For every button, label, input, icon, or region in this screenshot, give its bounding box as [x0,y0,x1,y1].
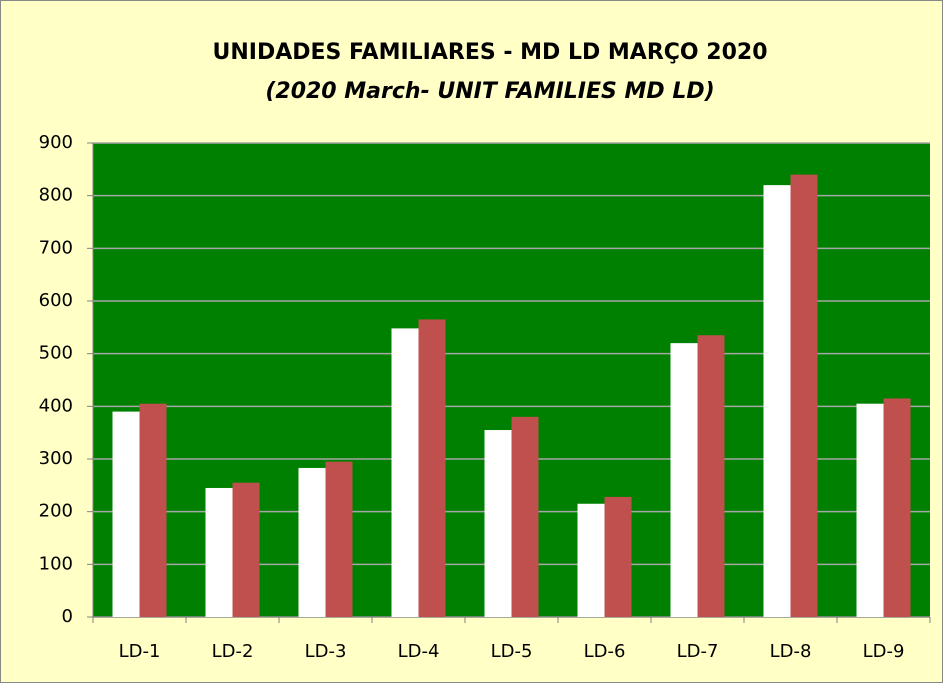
bar [604,496,632,617]
bar [298,467,326,617]
x-tick-label: LD-6 [584,641,626,662]
y-tick-label: 800 [39,185,73,206]
y-tick-label: 700 [39,237,73,258]
y-tick-label: 500 [39,343,73,364]
bar [856,403,884,617]
bar [418,319,446,617]
x-tick-label: LD-9 [863,641,905,662]
bar [670,343,698,617]
y-tick-label: 600 [39,290,73,311]
bar [511,416,539,617]
chart-subtitle: (2020 March- UNIT FAMILIES MD LD) [265,79,714,104]
x-tick-label: LD-3 [305,641,347,662]
bar [790,174,818,617]
y-tick-label: 100 [39,553,73,574]
x-tick-label: LD-8 [770,641,812,662]
bar [325,461,353,617]
x-tick-label: LD-4 [398,641,440,662]
x-tick-label: LD-2 [212,641,254,662]
bar [232,482,260,617]
y-tick-label: 200 [39,501,73,522]
x-tick-label: LD-7 [677,641,719,662]
chart-title: UNIDADES FAMILIARES - MD LD MARÇO 2020 [213,40,768,65]
bar [391,328,419,617]
bar [205,487,233,617]
bar [697,335,725,617]
bar [883,398,911,617]
y-tick-label: 300 [39,448,73,469]
bar [484,430,512,617]
y-tick-label: 0 [62,606,73,627]
bar [577,503,605,617]
bar [112,411,140,617]
x-tick-label: LD-1 [119,641,161,662]
x-tick-label: LD-5 [491,641,533,662]
bar [139,403,167,617]
y-tick-label: 900 [39,132,73,153]
y-tick-label: 400 [39,395,73,416]
bar [763,185,791,617]
